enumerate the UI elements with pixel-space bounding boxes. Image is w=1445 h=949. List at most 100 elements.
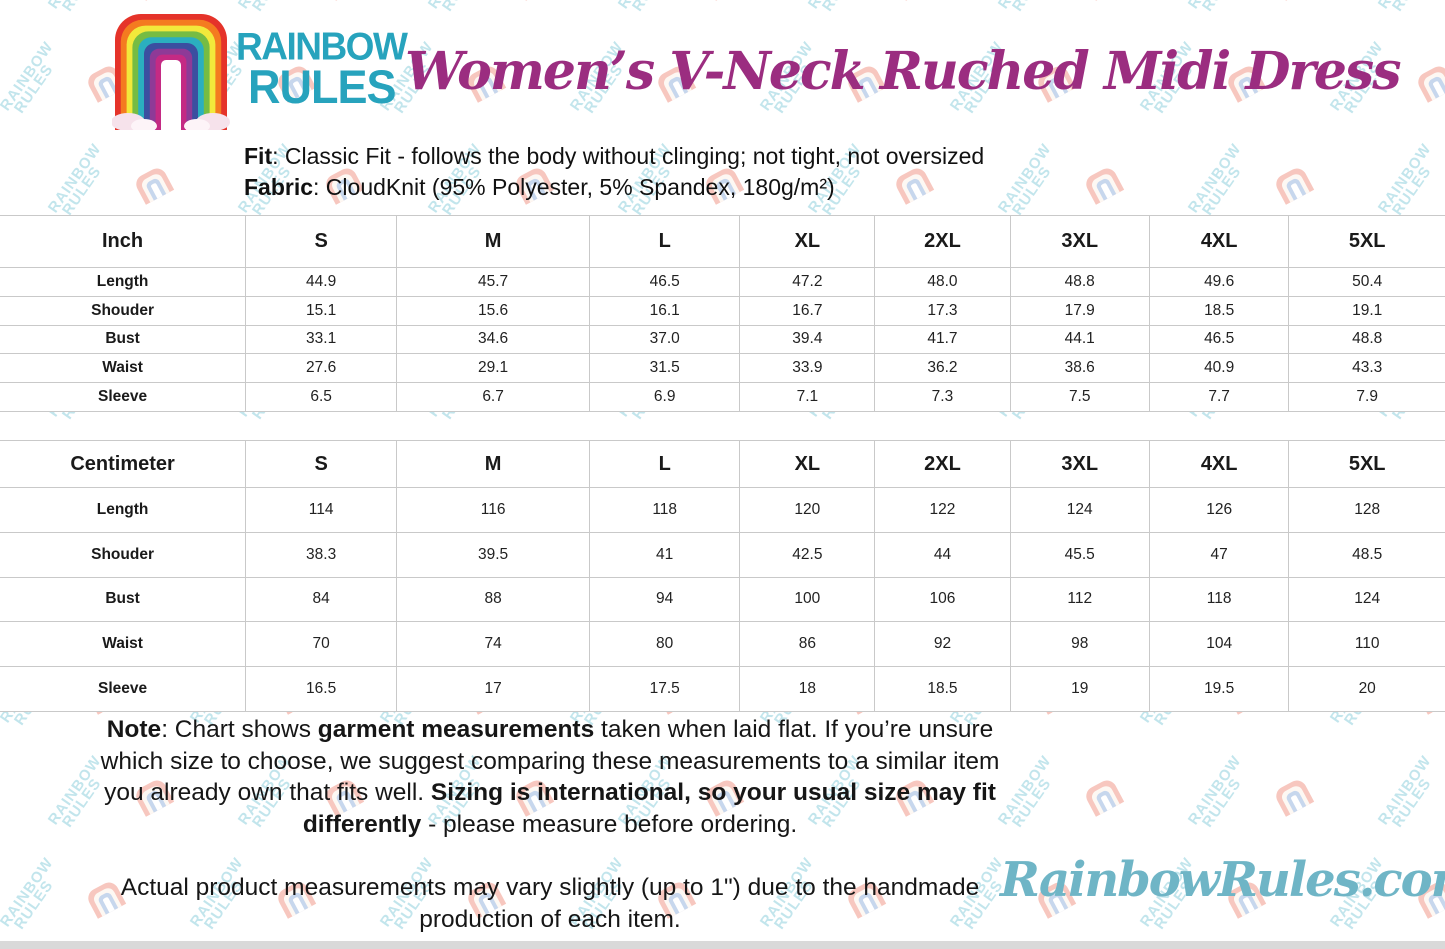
page-title: Women’s V-Neck Ruched Midi Dress [405, 41, 1401, 102]
measurement-cell: 40.9 [1148, 353, 1290, 384]
measurement-cell: 100 [739, 576, 876, 623]
measurement-cell: 80 [589, 621, 741, 668]
measurement-cell: 38.6 [1009, 353, 1150, 384]
size-column-header: M [396, 440, 591, 488]
size-column-header: XL [739, 215, 876, 268]
header: RAINBOW RULES [112, 8, 408, 130]
watermark-logo-icon [130, 0, 179, 20]
measurement-row-label: Bust [0, 576, 247, 623]
measurement-cell: 7.7 [1148, 382, 1290, 412]
size-column-header: S [245, 215, 398, 268]
logo-text-rules: RULES [248, 59, 397, 114]
size-column-header: 4XL [1148, 215, 1290, 268]
measurement-row: Waist 27.6 29.1 31.5 33.9 36.2 38.6 40.9 43.3 [0, 353, 1445, 384]
measurement-cell: 49.6 [1148, 267, 1290, 297]
measurement-cell: 16.7 [739, 295, 876, 326]
measurement-cell: 16.5 [245, 666, 398, 712]
watermark-logo-icon [1080, 774, 1129, 836]
measurement-cell: 44.9 [245, 267, 398, 297]
measurement-cell: 88 [396, 576, 591, 623]
measurement-cell: 34.6 [396, 324, 591, 355]
measurement-cell: 46.5 [1148, 324, 1290, 355]
measurement-cell: 44.1 [1009, 324, 1150, 355]
measurement-cell: 7.5 [1009, 382, 1150, 412]
measurement-cell: 31.5 [589, 353, 741, 384]
measurement-cell: 126 [1148, 487, 1290, 533]
watermark-logo-icon [1270, 162, 1319, 224]
size-table-inch: Inch S M L XL 2XL 3XL 4XL 5XL Length 44.9 45.7 46.5 4… [0, 215, 1445, 412]
measurement-row-label: Waist [0, 621, 247, 668]
measurement-row: Shouder 15.1 15.6 16.1 16.7 17.3 17.9 18.5 19.1 [0, 295, 1445, 326]
measurement-row: Shouder 38.3 39.5 41 42.5 44 45.5 47 48.5 [0, 531, 1445, 578]
measurement-cell: 114 [245, 487, 398, 533]
measurement-cell: 19.5 [1148, 666, 1290, 712]
size-column-header: 4XL [1148, 440, 1290, 488]
measurement-cell: 48.5 [1288, 531, 1445, 578]
rainbow-rules-logo: RAINBOW RULES [112, 8, 408, 130]
measurement-cell: 6.7 [396, 382, 591, 412]
size-column-header: 2XL [874, 215, 1011, 268]
measurement-cell: 18.5 [874, 666, 1011, 712]
watermark-logo-icon [1080, 0, 1129, 20]
measurement-row-label: Sleeve [0, 382, 247, 412]
note-segment: - please measure before ordering. [421, 810, 798, 838]
disclaimer-text: Actual product measurements may vary sli… [120, 874, 980, 933]
measurement-cell: 50.4 [1288, 267, 1445, 297]
measurement-cell: 6.9 [589, 382, 741, 412]
measurement-cell: 47.2 [739, 267, 876, 297]
measurement-cell: 86 [739, 621, 876, 668]
size-column-header: 2XL [874, 440, 1011, 488]
measurement-cell: 112 [1009, 576, 1150, 623]
table-unit-header: Centimeter [0, 440, 247, 488]
fit-text: : Classic Fit - follows the body without… [272, 143, 985, 169]
measurement-row: Bust 33.1 34.6 37.0 39.4 41.7 44.1 46.5 48.8 [0, 324, 1445, 355]
watermark-logo-icon [320, 0, 369, 20]
measurement-cell: 43.3 [1288, 353, 1445, 384]
bottom-edge-bar [0, 941, 1445, 949]
rainbow-logo-icon [112, 14, 230, 130]
fabric-text: : CloudKnit (95% Polyester, 5% Spandex, … [313, 174, 835, 200]
measurement-row: Waist 70 74 80 86 92 98 104 110 [0, 621, 1445, 668]
measurement-cell: 124 [1009, 487, 1150, 533]
measurement-cell: 17.5 [589, 666, 741, 712]
measurement-cell: 98 [1009, 621, 1150, 668]
note-segment: taken when laid flat. If you’re unsure w… [100, 716, 1000, 806]
measurement-row-label: Waist [0, 353, 247, 384]
measurement-cell: 38.3 [245, 531, 398, 578]
size-table-centimeter: Centimeter S M L XL 2XL 3XL 4XL 5XL Length 114 116 1… [0, 440, 1445, 712]
measurement-cell: 94 [589, 576, 741, 623]
size-column-header: XL [739, 440, 876, 488]
note-bold-segment: Sizing is international, so your usual s… [302, 779, 996, 838]
measurement-cell: 19.1 [1288, 295, 1445, 326]
measurement-row-label: Length [0, 487, 247, 533]
product-info: Fit: Classic Fit - follows the body with… [244, 141, 984, 203]
measurement-cell: 84 [245, 576, 398, 623]
measurement-cell: 41.7 [874, 324, 1011, 355]
size-column-header: 5XL [1288, 440, 1445, 488]
measurement-cell: 110 [1288, 621, 1445, 668]
size-column-header: L [589, 440, 741, 488]
measurement-cell: 39.5 [396, 531, 591, 578]
measurement-cell: 16.1 [589, 295, 741, 326]
measurement-cell: 20 [1288, 666, 1445, 712]
measurement-cell: 7.9 [1288, 382, 1445, 412]
logo-text-rainbow: RAINBOW [236, 24, 408, 68]
watermark-logo-icon [1270, 0, 1319, 20]
fit-label: Fit [244, 143, 273, 169]
size-column-header: 3XL [1009, 215, 1150, 268]
measurement-cell: 45.5 [1009, 531, 1150, 578]
measurement-cell: 48.0 [874, 267, 1011, 297]
watermark-logo-icon [1270, 774, 1319, 836]
measurement-row-label: Bust [0, 324, 247, 355]
measurement-row: Length 44.9 45.7 46.5 47.2 48.0 48.8 49.6 50.4 [0, 267, 1445, 297]
measurement-cell: 120 [739, 487, 876, 533]
fabric-line: Fabric: CloudKnit (95% Polyester, 5% Spa… [244, 172, 984, 203]
